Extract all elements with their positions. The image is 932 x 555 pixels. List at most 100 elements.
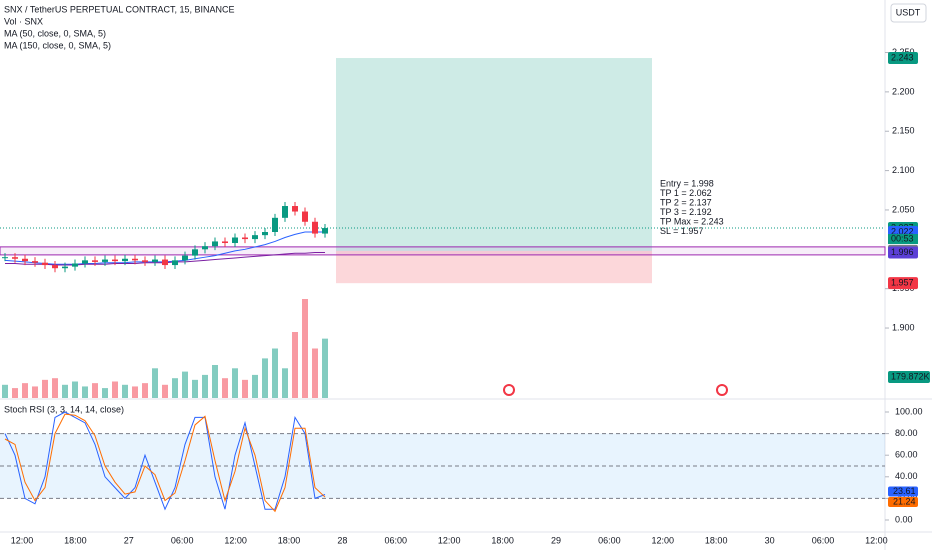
y-tick-label: 1.900 <box>892 322 915 332</box>
volume-bar <box>182 371 188 398</box>
x-tick-label: 28 <box>337 535 347 545</box>
currency[interactable]: USDT <box>896 7 921 17</box>
volume-bar <box>32 386 38 398</box>
volume-bar <box>92 383 98 398</box>
candle <box>22 258 28 262</box>
candle <box>52 265 58 269</box>
volume-bar <box>62 384 68 398</box>
x-tick-label: 18:00 <box>278 535 301 545</box>
volume-bar <box>42 379 48 398</box>
candle <box>182 255 188 261</box>
candle <box>82 260 88 264</box>
candle <box>102 259 108 262</box>
candle <box>62 266 68 269</box>
candle <box>92 260 98 262</box>
y-tick-label: 80.00 <box>895 428 918 438</box>
volume-bar <box>12 388 18 398</box>
price-axis-bg <box>885 0 932 550</box>
volume-bar <box>52 378 58 398</box>
candle <box>202 246 208 250</box>
price-tag-label: 1.996 <box>891 247 914 257</box>
x-tick-label: 12:00 <box>652 535 675 545</box>
candle <box>322 228 328 234</box>
volume-bar <box>122 384 128 398</box>
candle <box>282 206 288 218</box>
volume-bar <box>312 348 318 398</box>
volume-bar <box>162 384 168 398</box>
candle <box>212 241 218 247</box>
volume-bar <box>172 378 178 398</box>
volume-bar <box>272 348 278 398</box>
volume-bar <box>322 338 328 398</box>
entry-band <box>0 246 886 256</box>
position-info: TP 1 = 2.062 <box>660 188 712 198</box>
volume-bar <box>282 368 288 398</box>
volume-bar <box>112 381 118 398</box>
stoch-title: Stoch RSI (3, 3, 14, 14, close) <box>4 404 124 414</box>
x-tick-label: 12:00 <box>865 535 888 545</box>
stoch-tag-label: 21.24 <box>893 496 916 506</box>
countdown-bg <box>888 234 918 245</box>
volume-bar <box>152 368 158 398</box>
x-tick-label: 30 <box>765 535 775 545</box>
candle <box>142 260 148 262</box>
stoch-tag-label: 23.61 <box>893 486 916 496</box>
volume-bar <box>222 378 228 398</box>
position-info: TP 3 = 2.192 <box>660 207 712 217</box>
candle <box>32 261 38 263</box>
candle <box>42 262 48 266</box>
candle <box>12 257 18 259</box>
volume-bar <box>102 388 108 398</box>
candle <box>112 259 118 262</box>
candle <box>192 249 198 256</box>
candle <box>162 259 168 266</box>
candle <box>222 241 228 244</box>
x-tick-label: 12:00 <box>438 535 461 545</box>
candle <box>2 257 8 259</box>
volume-legend: Vol · SNX <box>4 16 43 26</box>
y-tick-label: 2.100 <box>892 165 915 175</box>
volume-tag-label: 179.872K <box>891 371 930 381</box>
x-tick-label: 06:00 <box>598 535 621 545</box>
x-tick-label: 06:00 <box>171 535 194 545</box>
symbol: SNX / TetherUS PERPETUAL CONTRACT, 15, B… <box>4 4 235 14</box>
candle <box>172 260 178 266</box>
candle <box>262 231 268 236</box>
candle <box>72 263 78 267</box>
position-info: SL = 1.957 <box>660 226 703 236</box>
y-tick-label: 2.050 <box>892 204 915 214</box>
stoch-tag <box>888 497 918 508</box>
price-tag <box>888 246 918 259</box>
currency-box[interactable] <box>890 3 927 23</box>
volume-bar <box>82 386 88 398</box>
event-icon[interactable] <box>716 384 728 396</box>
volume-bar <box>22 383 28 398</box>
volume-bar <box>302 299 308 398</box>
volume-bar <box>232 368 238 398</box>
y-tick-label: 2.150 <box>892 126 915 136</box>
x-tick-label: 29 <box>551 535 561 545</box>
candle <box>312 221 318 234</box>
candle <box>232 237 238 244</box>
stoch-tag <box>888 486 918 497</box>
event-icon[interactable] <box>503 384 515 396</box>
x-tick-label: 06:00 <box>385 535 408 545</box>
volume-bar <box>142 383 148 398</box>
volume-tag <box>888 371 930 383</box>
position-info: TP Max = 2.243 <box>660 216 724 226</box>
x-tick-label: 18:00 <box>64 535 87 545</box>
ma150-legend: MA (150, close, 0, SMA, 5) <box>4 40 111 50</box>
y-tick-label: 2.250 <box>892 47 915 57</box>
x-tick-label: 12:00 <box>224 535 247 545</box>
x-tick-label: 06:00 <box>812 535 835 545</box>
countdown: 00:53 <box>891 233 914 243</box>
y-tick-label: 100.00 <box>895 406 923 416</box>
candle <box>122 258 128 262</box>
candle <box>302 211 308 222</box>
volume-bar <box>2 384 8 398</box>
price-tag-label: 2.243 <box>891 52 914 62</box>
x-tick-label: 18:00 <box>705 535 728 545</box>
y-tick-label: 2.200 <box>892 86 915 96</box>
take-profit-zone <box>336 58 652 251</box>
